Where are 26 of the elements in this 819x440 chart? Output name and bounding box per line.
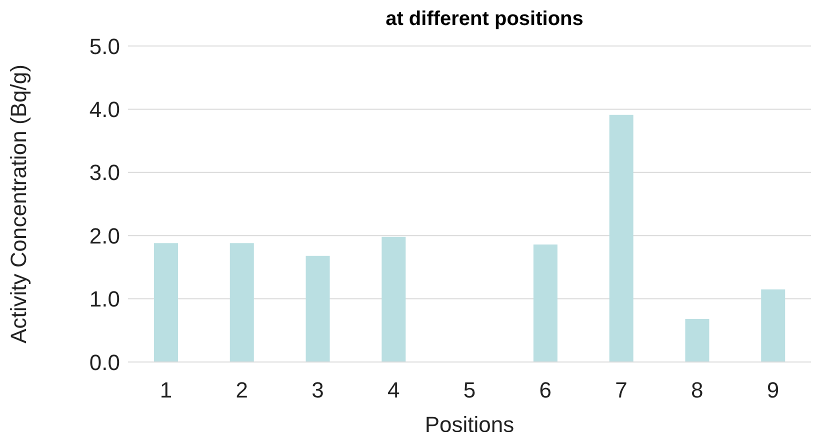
x-tick-label: 9 [766, 378, 780, 403]
bar [533, 244, 558, 362]
x-tick-label: 4 [387, 378, 400, 403]
y-tick-label: 5.0 [89, 34, 120, 59]
chart-title: at different positions [384, 8, 584, 31]
x-tick-label: 1 [160, 378, 172, 403]
x-tick-label: 6 [539, 378, 552, 403]
x-tick-label: 7 [615, 378, 628, 403]
y-axis-title: Activity Concentration (Bq/g) [6, 64, 31, 344]
y-tick-label: 3.0 [89, 160, 120, 186]
bar [685, 319, 710, 362]
bar [306, 256, 330, 362]
bar [154, 243, 178, 362]
x-tick-label: 5 [463, 378, 476, 403]
bar [382, 236, 406, 362]
x-tick-label: 3 [312, 378, 324, 403]
y-tick-label: 0.0 [89, 350, 120, 375]
y-tick-label: 2.0 [89, 223, 120, 248]
y-tick-label: 4.0 [89, 97, 120, 122]
x-tick-label: 8 [691, 378, 704, 403]
bar [609, 114, 634, 362]
x-tick-label: 2 [236, 378, 248, 403]
y-tick-label: 1.0 [89, 286, 120, 312]
x-axis-title: Positions [424, 412, 514, 437]
bar [761, 289, 786, 362]
bar [230, 243, 254, 362]
